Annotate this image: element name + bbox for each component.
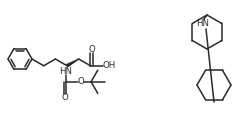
Text: HN: HN: [60, 67, 72, 76]
Text: O: O: [62, 93, 68, 102]
Polygon shape: [66, 59, 79, 67]
Text: OH: OH: [102, 61, 116, 70]
Text: O: O: [78, 77, 84, 86]
Text: O: O: [88, 45, 95, 54]
Text: HN: HN: [196, 19, 209, 29]
